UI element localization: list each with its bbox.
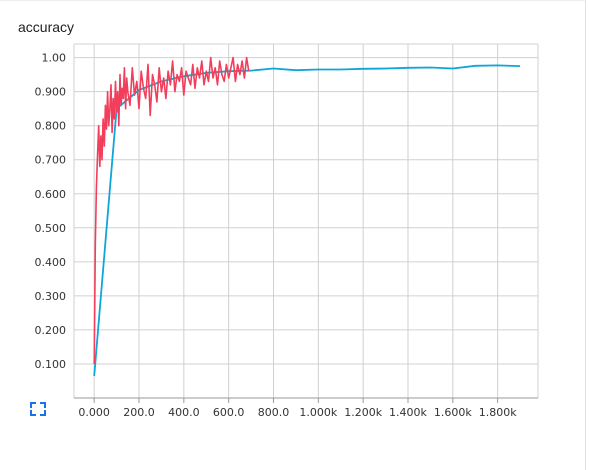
train-series-line <box>93 56 250 365</box>
series-lines <box>93 56 521 376</box>
y-tick-label: 1.00 <box>42 52 67 65</box>
x-tick-label: 1.400k <box>389 406 427 419</box>
x-tick-label: 1.600k <box>434 406 472 419</box>
y-tick-label: 0.300 <box>35 290 67 303</box>
chart-title: accuracy <box>18 19 75 35</box>
x-tick-label: 800.0 <box>258 406 290 419</box>
y-tick-label: 0.100 <box>35 358 67 371</box>
x-tick-label: 200.0 <box>123 406 155 419</box>
x-tick-label: 1.800k <box>479 406 517 419</box>
expand-icon-glyph <box>30 402 46 416</box>
x-tick-label: 400.0 <box>168 406 200 419</box>
y-tick-label: 0.700 <box>35 154 67 167</box>
y-tick-label: 0.800 <box>35 120 67 133</box>
grid-lines <box>73 43 539 398</box>
x-tick-label: 0.000 <box>78 406 110 419</box>
expand-icon[interactable] <box>30 402 46 416</box>
x-tick-label: 600.0 <box>213 406 245 419</box>
x-tick-label: 1.000k <box>299 406 337 419</box>
y-tick-label: 0.600 <box>35 188 67 201</box>
y-tick-label: 0.200 <box>35 324 67 337</box>
y-tick-label: 0.900 <box>35 86 67 99</box>
axes <box>74 397 538 403</box>
tick-labels: 0.100 0.200 0.300 0.400 0.500 0.600 0.700 0.800… <box>35 52 518 419</box>
y-tick-label: 0.400 <box>35 256 67 269</box>
y-tick-label: 0.500 <box>35 222 67 235</box>
eval-series-line <box>93 64 521 376</box>
x-tick-label: 1.200k <box>344 406 382 419</box>
